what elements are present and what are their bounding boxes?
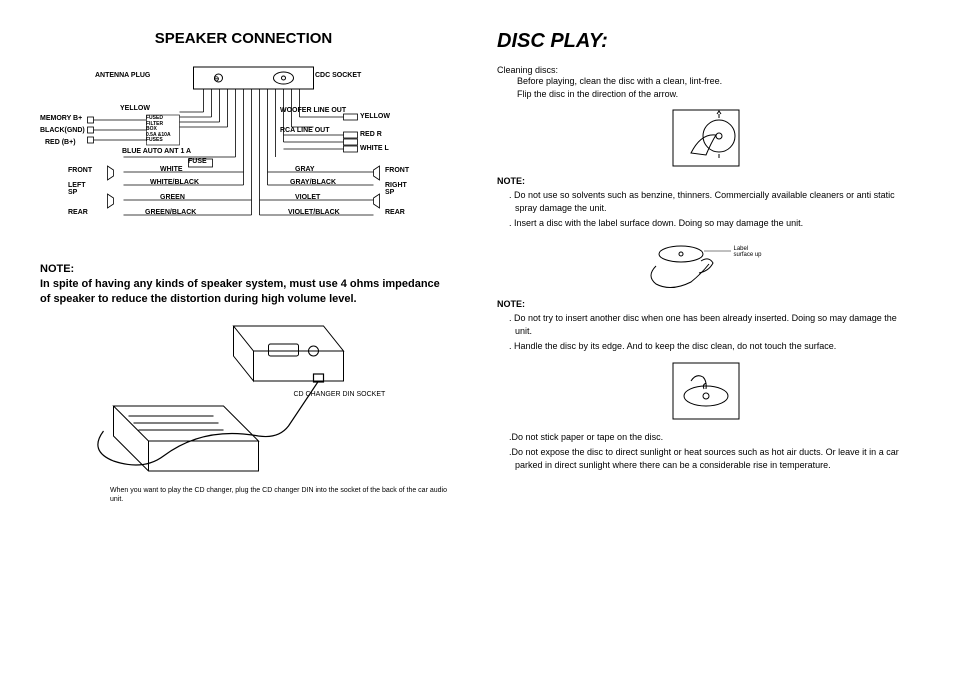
note-body: In spite of having any kinds of speaker … xyxy=(40,277,447,308)
lbl-black: BLACK(GND) xyxy=(40,127,85,134)
right-column: DISC PLAY: Cleaning discs: Before playin… xyxy=(477,0,954,676)
note-head-2: NOTE: xyxy=(497,299,914,309)
lbl-cdc: CDC SOCKET xyxy=(315,72,361,79)
lbl-blue: BLUE AUTO ANT 1 A xyxy=(122,148,191,155)
cd-changer-illustration: CD CHANGER DIN SOCKET xyxy=(40,316,447,486)
lbl-white: WHITE xyxy=(160,166,183,173)
lbl-red-r: RED R xyxy=(360,131,382,138)
clean-body2: Flip the disc in the direction of the ar… xyxy=(517,88,914,101)
clean-body1: Before playing, clean the disc with a cl… xyxy=(517,75,914,88)
bullet-2: . Insert a disc with the label surface d… xyxy=(509,217,914,230)
lbl-right-sp: RIGHT SP xyxy=(385,182,407,196)
lbl-green: GREEN xyxy=(160,194,185,201)
wipe-disc-icon xyxy=(671,108,741,168)
cd-caption: When you want to play the CD changer, pl… xyxy=(110,486,447,504)
disc-play-title: DISC PLAY: xyxy=(497,30,914,53)
bullet-1: . Do not use so solvents such as benzine… xyxy=(509,189,914,214)
lbl-antenna: ANTENNA PLUG xyxy=(95,72,150,79)
bullet-6: .Do not expose the disc to direct sunlig… xyxy=(509,446,914,471)
cd-socket-label: CD CHANGER DIN SOCKET xyxy=(294,391,387,398)
lbl-violetblack: VIOLET/BLACK xyxy=(288,209,340,216)
lbl-rear-l: REAR xyxy=(68,209,88,216)
speaker-title: SPEAKER CONNECTION xyxy=(40,30,447,47)
lbl-memory: MEMORY B+ xyxy=(40,115,82,122)
bullet-4: . Handle the disc by its edge. And to ke… xyxy=(509,340,914,353)
note-heading: NOTE: xyxy=(40,263,447,275)
lbl-rear-r: REAR xyxy=(385,209,405,216)
lbl-front-l: FRONT xyxy=(68,167,92,174)
hold-disc-icon xyxy=(671,361,741,421)
lbl-yellow-r: YELLOW xyxy=(360,113,390,120)
manual-page: SPEAKER CONNECTION ⊖ xyxy=(0,0,954,676)
lbl-rca: RCA LINE OUT xyxy=(280,127,330,134)
bullet-5: .Do not stick paper or tape on the disc. xyxy=(509,431,914,444)
svg-text:⊖: ⊖ xyxy=(214,76,220,83)
clean-head: Cleaning discs: xyxy=(497,65,914,75)
left-column: SPEAKER CONNECTION ⊖ xyxy=(0,0,477,676)
wiring-diagram: ⊖ xyxy=(40,57,447,257)
label-surface-up: Label surface up xyxy=(734,246,762,258)
lbl-gray: GRAY xyxy=(295,166,315,173)
lbl-fuse: FUSE xyxy=(188,158,207,165)
lbl-greenblack: GREEN/BLACK xyxy=(145,209,196,216)
lbl-woofer: WOOFER LINE OUT xyxy=(280,107,346,114)
lbl-left-sp: LEFT SP xyxy=(68,182,86,196)
lbl-whiteblack: WHITE/BLACK xyxy=(150,179,199,186)
lbl-red: RED (B+) xyxy=(45,139,76,146)
lbl-grayblack: GRAY/BLACK xyxy=(290,179,336,186)
lbl-yellow: YELLOW xyxy=(120,105,150,112)
lbl-white-l: WHITE L xyxy=(360,145,389,152)
bullet-3: . Do not try to insert another disc when… xyxy=(509,312,914,337)
lbl-violet: VIOLET xyxy=(295,194,320,201)
insert-disc-icon: Label surface up xyxy=(626,236,786,291)
lbl-front-r: FRONT xyxy=(385,167,409,174)
note-head-1: NOTE: xyxy=(497,176,914,186)
fuse-box-text: FUSED FILTER BOX 0.5A &10A FUSES xyxy=(146,116,176,144)
